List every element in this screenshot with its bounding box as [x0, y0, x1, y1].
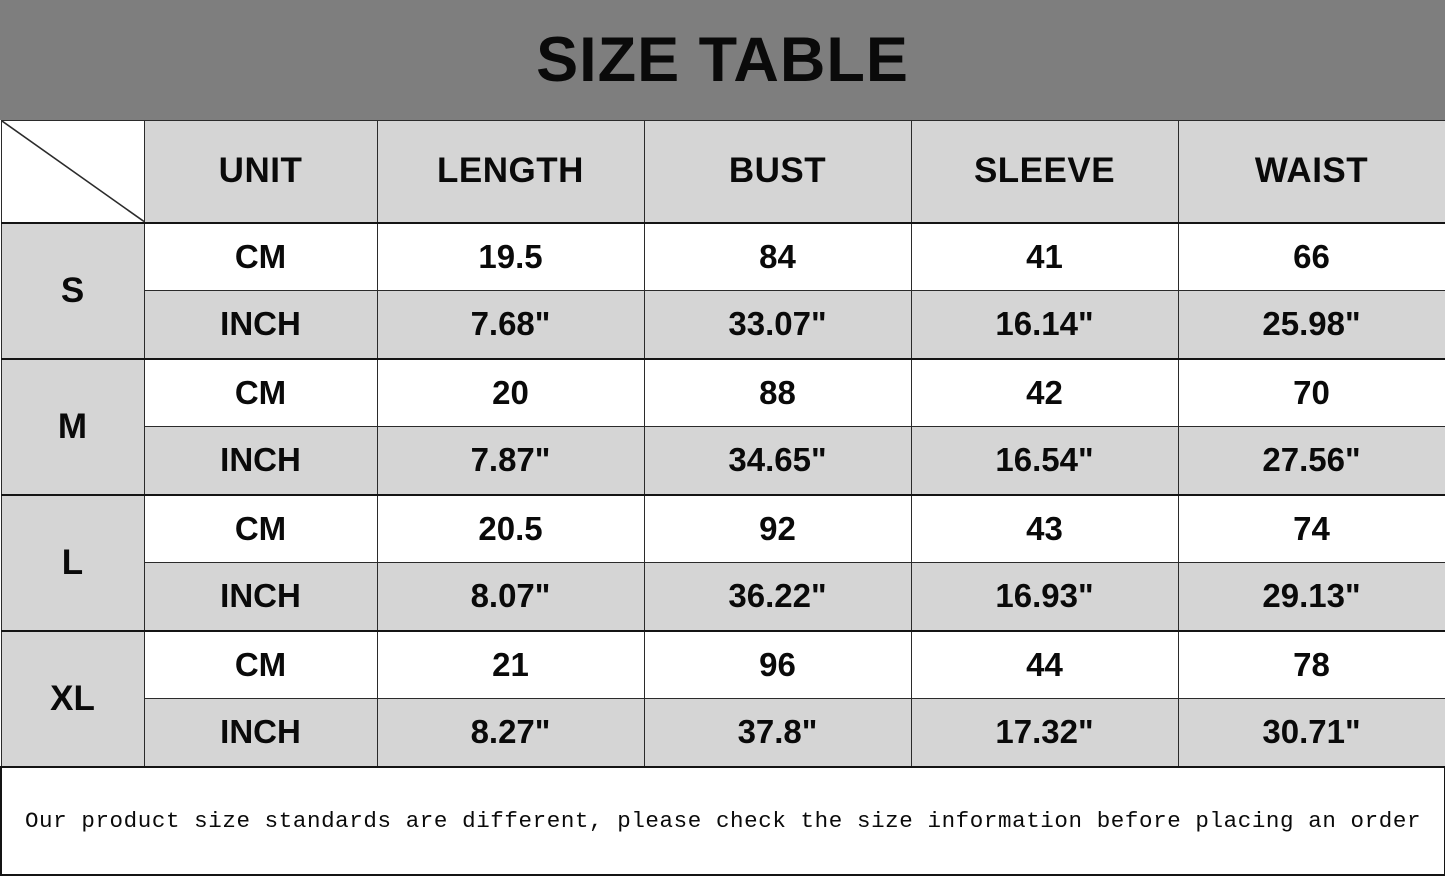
column-header-bust: BUST [643, 120, 912, 223]
title-banner: SIZE TABLE [0, 0, 1445, 120]
table-row: INCH 8.07" 36.22" 16.93" 29.13" [1, 562, 1445, 632]
cell-s-inch-waist: 25.98" [1177, 290, 1445, 360]
column-header-unit: UNIT [143, 120, 378, 223]
cell-s-inch-bust: 33.07" [643, 290, 912, 360]
cell-xl-cm-length: 21 [376, 629, 645, 699]
cell-l-inch-length: 8.07" [376, 562, 645, 632]
unit-label-inch: INCH [143, 426, 378, 496]
cell-m-cm-sleeve: 42 [910, 357, 1179, 427]
cell-l-cm-bust: 92 [643, 493, 912, 563]
cell-m-inch-bust: 34.65" [643, 426, 912, 496]
cell-l-inch-sleeve: 16.93" [910, 562, 1179, 632]
unit-label-inch: INCH [143, 562, 378, 632]
cell-s-inch-length: 7.68" [376, 290, 645, 360]
cell-xl-inch-bust: 37.8" [643, 698, 912, 768]
size-chart-table: UNIT LENGTH BUST SLEEVE WAIST S CM 19.5 … [0, 120, 1445, 876]
cell-m-inch-sleeve: 16.54" [910, 426, 1179, 496]
table-row: S CM 19.5 84 41 66 [0, 221, 1445, 359]
corner-cell [0, 120, 145, 223]
cell-xl-inch-sleeve: 17.32" [910, 698, 1179, 768]
cell-m-inch-waist: 27.56" [1177, 426, 1445, 496]
table-header-row: UNIT LENGTH BUST SLEEVE WAIST [0, 120, 1445, 223]
size-label-xl: XL [0, 629, 145, 767]
cell-l-inch-bust: 36.22" [643, 562, 912, 632]
column-header-sleeve: SLEEVE [910, 120, 1179, 223]
cell-l-inch-waist: 29.13" [1177, 562, 1445, 632]
unit-label-cm: CM [143, 357, 378, 427]
unit-label-inch: INCH [143, 698, 378, 768]
column-header-waist: WAIST [1177, 120, 1445, 223]
table-row: XL CM 21 96 44 78 [0, 629, 1445, 767]
cell-l-cm-length: 20.5 [376, 493, 645, 563]
cell-m-cm-bust: 88 [643, 357, 912, 427]
cell-m-cm-waist: 70 [1177, 357, 1445, 427]
cell-xl-inch-length: 8.27" [376, 698, 645, 768]
cell-s-cm-sleeve: 41 [910, 221, 1179, 291]
size-note-text: Our product size standards are different… [0, 765, 1445, 876]
table-row: M CM 20 88 42 70 [0, 357, 1445, 495]
cell-s-cm-waist: 66 [1177, 221, 1445, 291]
cell-xl-cm-waist: 78 [1177, 629, 1445, 699]
table-row: INCH 7.87" 34.65" 16.54" 27.56" [1, 426, 1445, 496]
unit-label-inch: INCH [143, 290, 378, 360]
size-label-s: S [0, 221, 145, 359]
size-label-l: L [0, 493, 145, 631]
unit-label-cm: CM [143, 221, 378, 291]
cell-l-cm-sleeve: 43 [910, 493, 1179, 563]
page-title: SIZE TABLE [536, 24, 909, 95]
table-row: INCH 8.27" 37.8" 17.32" 30.71" [1, 698, 1445, 768]
unit-label-cm: CM [143, 493, 378, 563]
diagonal-split-line-icon [2, 121, 144, 222]
table-row: L CM 20.5 92 43 74 [0, 493, 1445, 631]
cell-l-cm-waist: 74 [1177, 493, 1445, 563]
cell-s-cm-bust: 84 [643, 221, 912, 291]
cell-s-cm-length: 19.5 [376, 221, 645, 291]
cell-m-cm-length: 20 [376, 357, 645, 427]
column-header-length: LENGTH [376, 120, 645, 223]
size-label-m: M [0, 357, 145, 495]
cell-xl-cm-sleeve: 44 [910, 629, 1179, 699]
table-row: INCH 7.68" 33.07" 16.14" 25.98" [1, 290, 1445, 360]
cell-xl-cm-bust: 96 [643, 629, 912, 699]
cell-xl-inch-waist: 30.71" [1177, 698, 1445, 768]
cell-s-inch-sleeve: 16.14" [910, 290, 1179, 360]
unit-label-cm: CM [143, 629, 378, 699]
cell-m-inch-length: 7.87" [376, 426, 645, 496]
note-row: Our product size standards are different… [0, 765, 1445, 876]
